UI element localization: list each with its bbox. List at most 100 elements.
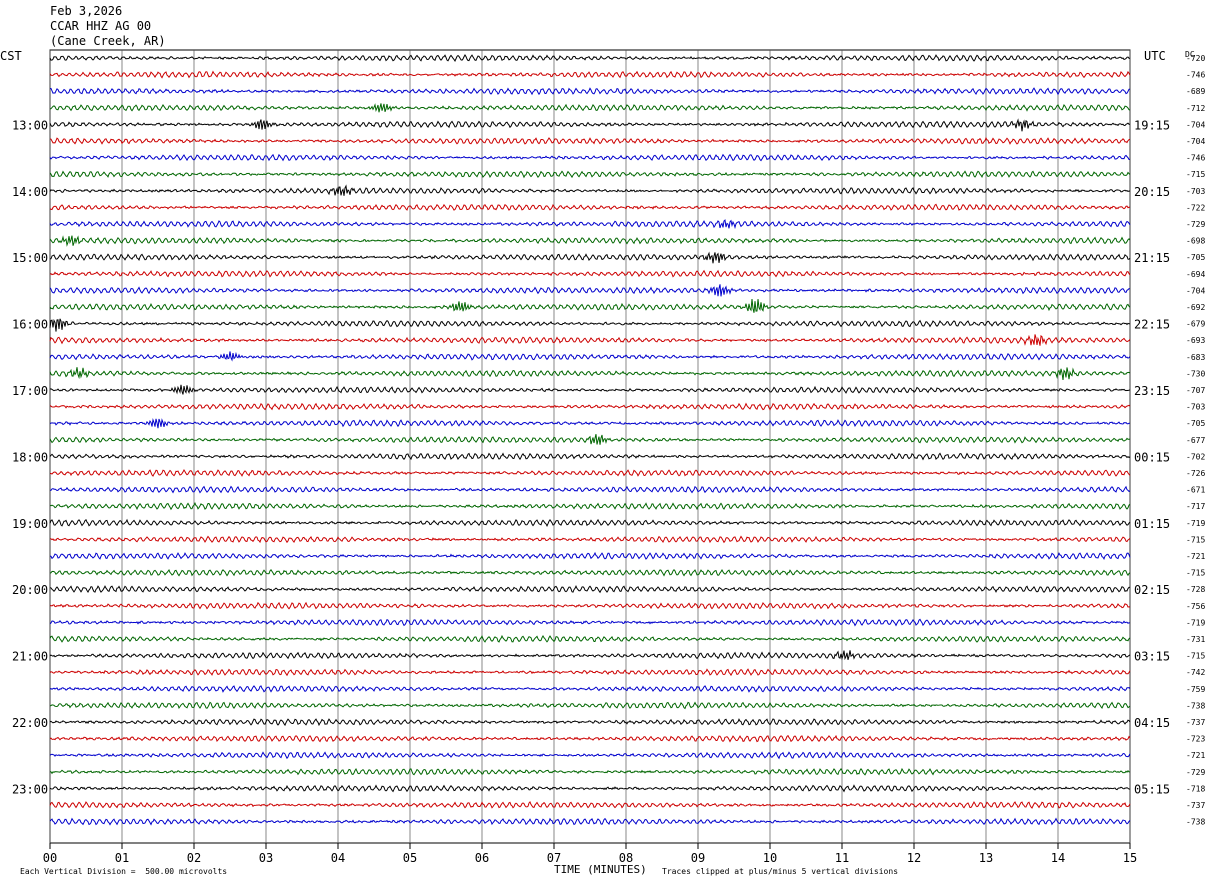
trace-line — [49, 170, 1131, 179]
vertical-division-note: Each Vertical Division = 500.00 microvol… — [20, 867, 228, 876]
left-hour-label: 22:00 — [12, 716, 48, 730]
trace-line — [49, 367, 1131, 380]
trace-line — [49, 351, 1131, 362]
left-hour-label: 15:00 — [12, 251, 48, 265]
trace-line — [49, 650, 1131, 661]
dc-offset-label: -746 — [1186, 71, 1205, 80]
right-hour-label: 21:15 — [1134, 251, 1170, 265]
x-tick-label: 06 — [475, 851, 489, 865]
right-hour-label: 03:15 — [1134, 650, 1170, 664]
dc-offset-label: -729 — [1186, 220, 1205, 229]
trace-line — [49, 87, 1131, 96]
dc-offset-label: -726 — [1186, 469, 1205, 478]
trace-line — [49, 535, 1131, 544]
trace-line — [49, 485, 1131, 494]
trace-line — [49, 70, 1131, 79]
dc-offset-label: -715 — [1186, 535, 1205, 544]
dc-offset-label: -693 — [1186, 336, 1205, 345]
trace-line — [49, 402, 1131, 411]
trace-line — [49, 136, 1131, 145]
right-hour-label: 04:15 — [1134, 716, 1170, 730]
left-timezone-label: CST — [0, 49, 22, 63]
dc-offset-label: -756 — [1186, 602, 1205, 611]
time-grid — [49, 49, 1131, 849]
dc-offset-label: -694 — [1186, 270, 1205, 279]
station-location: (Cane Creek, AR) — [50, 34, 166, 48]
trace-line — [49, 103, 1131, 113]
dc-offset-label: -705 — [1186, 253, 1205, 262]
clip-note: Traces clipped at plus/minus 5 vertical … — [662, 867, 899, 876]
x-tick-label: 02 — [187, 851, 201, 865]
dc-offset-label: -731 — [1186, 635, 1205, 644]
dc-offset-label: -729 — [1186, 768, 1205, 777]
trace-line — [49, 518, 1131, 527]
trace-line — [49, 251, 1131, 264]
dc-offset-label: -677 — [1186, 436, 1205, 445]
trace-line — [49, 551, 1131, 561]
trace-line — [49, 718, 1131, 727]
x-tick-label: 12 — [907, 851, 921, 865]
trace-line — [49, 384, 1131, 395]
x-tick-label: 15 — [1123, 851, 1137, 865]
x-tick-label: 07 — [547, 851, 561, 865]
dc-offset-label: -715 — [1186, 569, 1205, 578]
x-tick-label: 13 — [979, 851, 993, 865]
dc-offset-label: -712 — [1186, 104, 1205, 113]
dc-offset-label: -698 — [1186, 237, 1205, 246]
dc-offset-label: -722 — [1186, 203, 1205, 212]
dc-offset-label: -715 — [1186, 652, 1205, 661]
dc-offset-label: -759 — [1186, 685, 1205, 694]
dc-offset-label: -679 — [1186, 320, 1205, 329]
x-tick-label: 04 — [331, 851, 345, 865]
record-date: Feb 3,2026 — [50, 4, 123, 18]
trace-line — [49, 299, 1131, 313]
dc-offset-label: -721 — [1186, 751, 1205, 760]
dc-offset-label: -689 — [1186, 87, 1205, 96]
dc-offset-label: -717 — [1186, 502, 1205, 511]
left-hour-label: 18:00 — [12, 450, 48, 464]
left-hour-label: 19:00 — [12, 517, 48, 531]
trace-line — [49, 701, 1131, 710]
plot-frame — [49, 49, 1131, 844]
left-hour-label: 17:00 — [12, 384, 48, 398]
trace-line — [49, 767, 1131, 776]
dc-offset-label: -742 — [1186, 668, 1205, 677]
trace-line — [49, 801, 1131, 809]
trace-line — [49, 269, 1131, 278]
dc-offset-label: -715 — [1186, 170, 1205, 179]
right-hour-label: 23:15 — [1134, 384, 1170, 398]
right-hour-label: 02:15 — [1134, 583, 1170, 597]
x-tick-label: 08 — [619, 851, 633, 865]
trace-line — [49, 118, 1131, 132]
x-tick-label: 00 — [43, 851, 57, 865]
x-tick-label: 14 — [1051, 851, 1065, 865]
dc-column-label: DC — [1185, 50, 1195, 59]
trace-line — [49, 501, 1131, 511]
trace-line — [49, 452, 1131, 461]
trace-line — [49, 235, 1131, 247]
trace-line — [49, 53, 1131, 63]
trace-line — [49, 784, 1131, 793]
x-tick-label: 11 — [835, 851, 849, 865]
trace-line — [49, 469, 1131, 477]
dc-offset-label: -704 — [1186, 286, 1205, 295]
dc-offset-label: -707 — [1186, 386, 1205, 395]
trace-line — [49, 334, 1131, 346]
left-hour-label: 20:00 — [12, 583, 48, 597]
trace-line — [49, 618, 1131, 627]
x-tick-label: 05 — [403, 851, 417, 865]
right-hour-label: 19:15 — [1134, 118, 1170, 132]
dc-offset-label: -737 — [1186, 718, 1205, 727]
trace-line — [49, 601, 1131, 610]
dc-offset-label: -721 — [1186, 552, 1205, 561]
right-hour-label: 01:15 — [1134, 517, 1170, 531]
left-hour-label: 16:00 — [12, 318, 48, 332]
dc-offset-label: -728 — [1186, 585, 1205, 594]
left-hour-label: 14:00 — [12, 185, 48, 199]
right-hour-label: 22:15 — [1134, 318, 1170, 332]
dc-offset-label: -704 — [1186, 137, 1205, 146]
trace-line — [49, 734, 1131, 743]
x-axis-title: TIME (MINUTES) — [554, 863, 647, 876]
right-hour-label: 00:15 — [1134, 450, 1170, 464]
